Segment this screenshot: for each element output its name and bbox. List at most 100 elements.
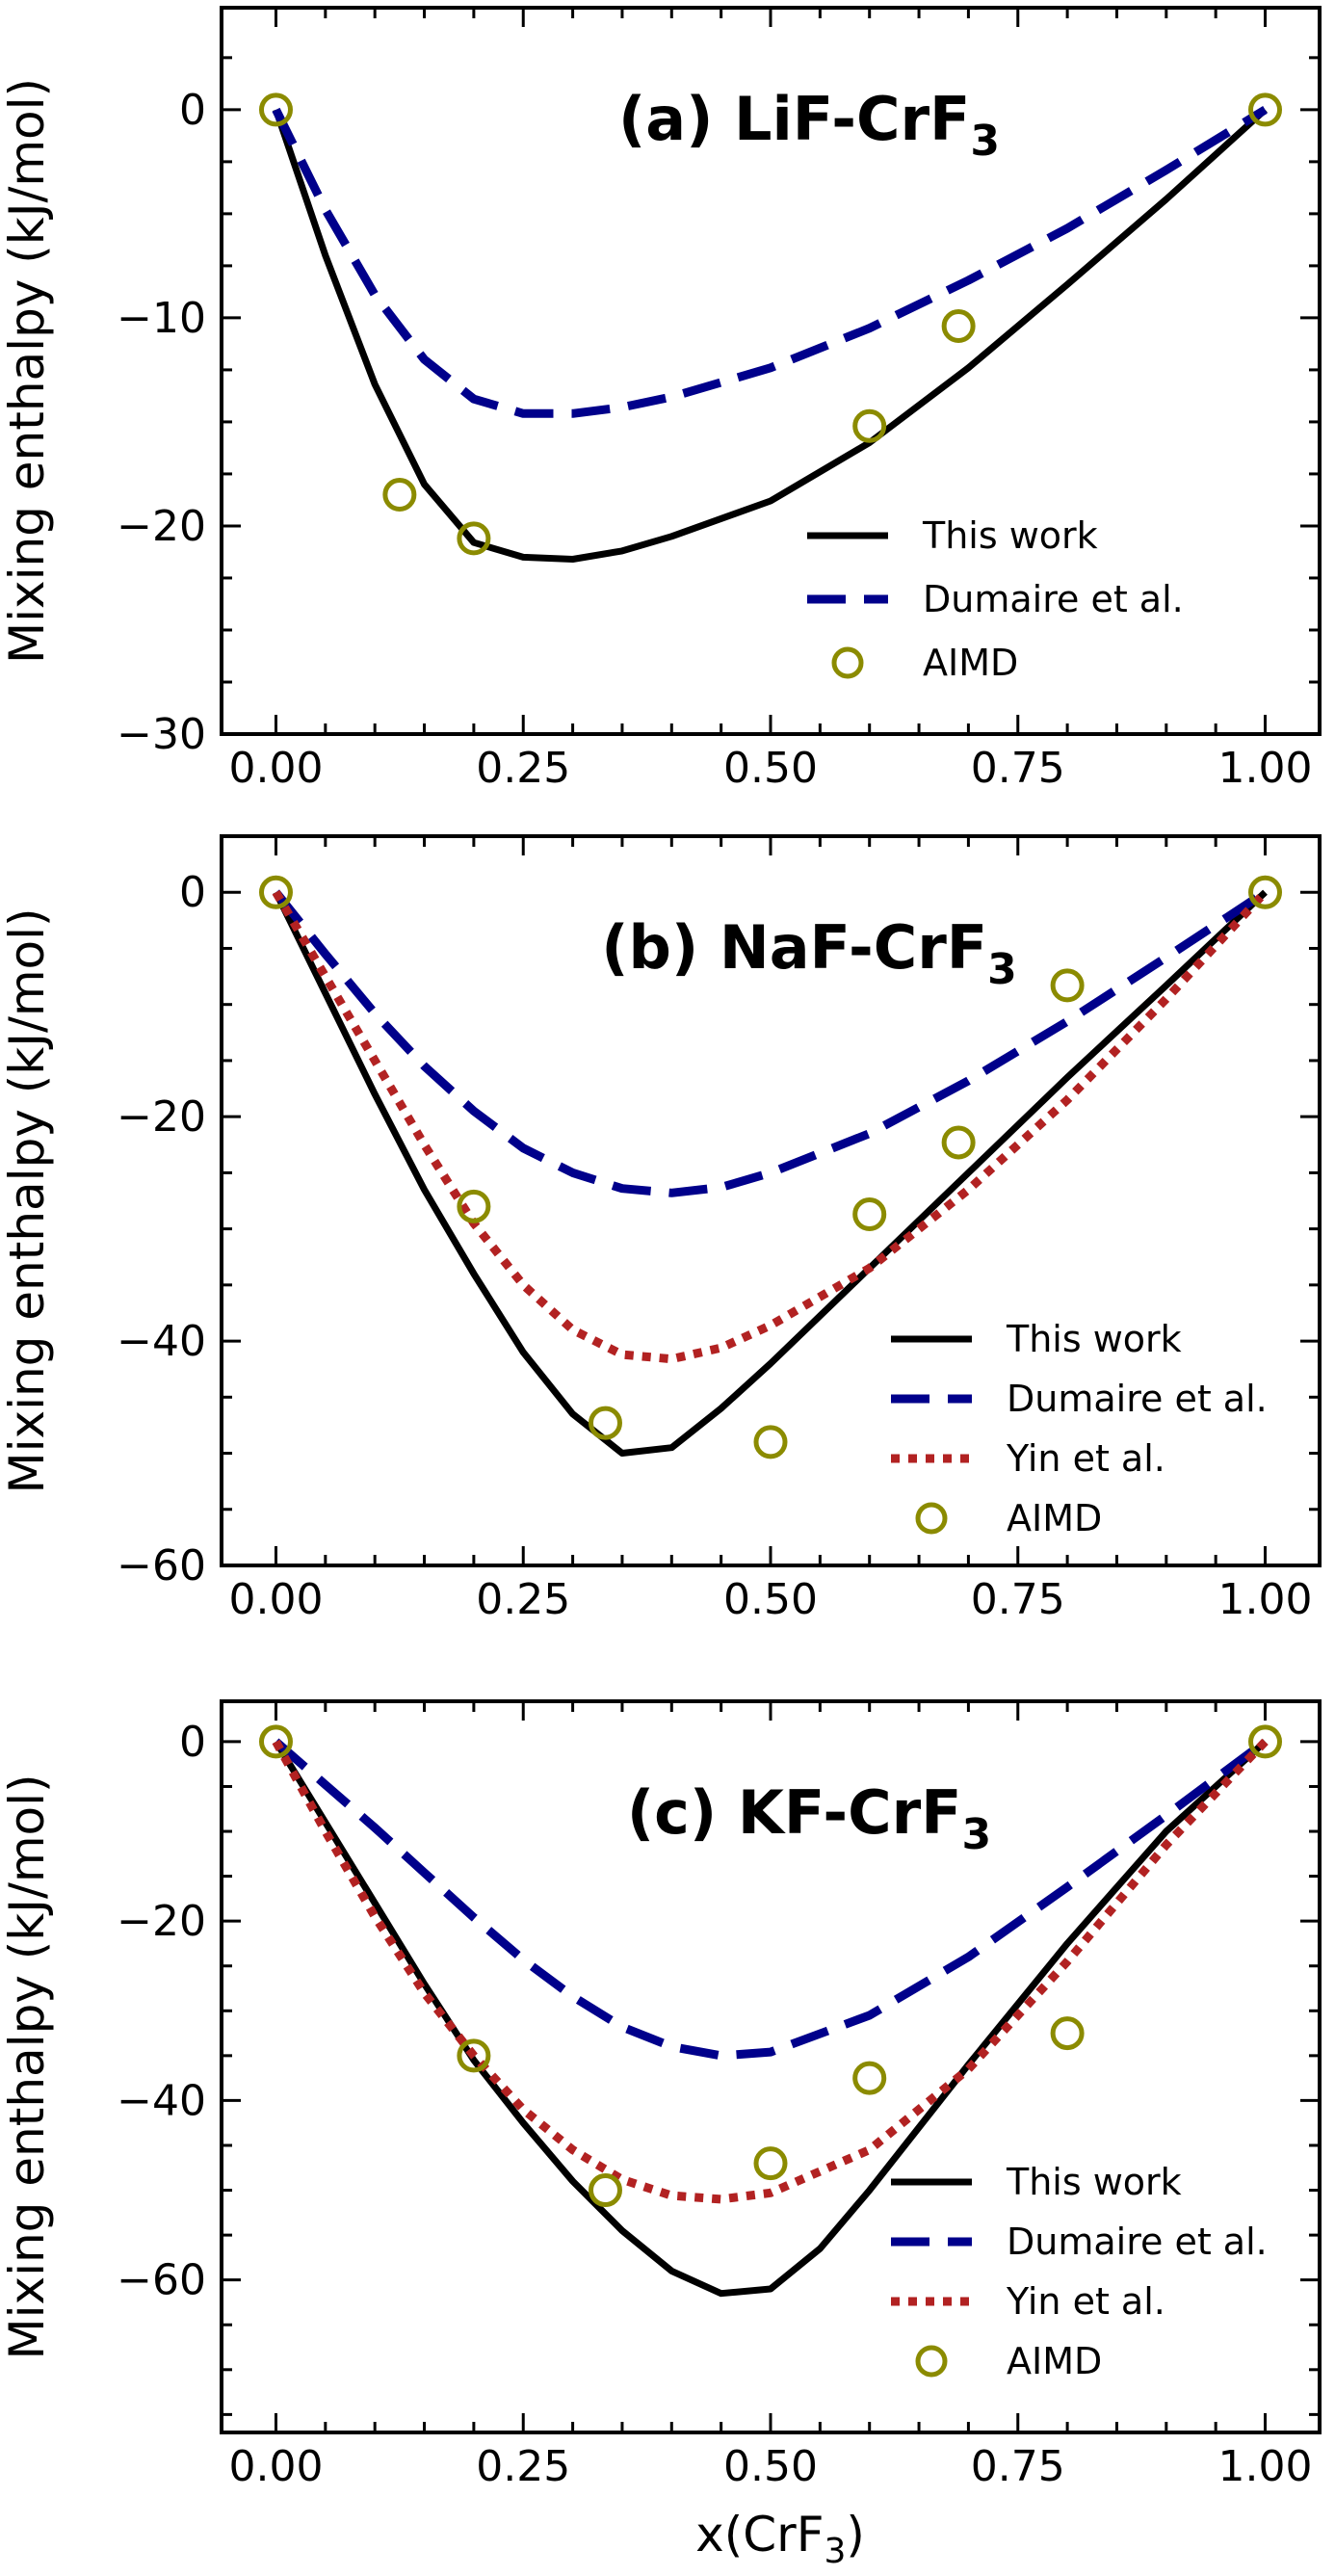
data-layer	[272, 106, 1268, 563]
aimd-point	[1248, 875, 1283, 909]
legend-label: Yin et al.	[1006, 2280, 1165, 2323]
panel-title-main: (b) NaF-CrF	[601, 912, 987, 983]
y-tick-label: −30	[117, 710, 206, 759]
aimd-point	[588, 2173, 622, 2208]
aimd-point	[852, 2061, 887, 2095]
data-layer	[272, 1738, 1269, 2298]
legend-label: AIMD	[1007, 2340, 1102, 2382]
series-line-yin-et-al	[272, 1738, 1269, 2204]
x-axis-title-close: )	[846, 2507, 865, 2563]
aimd-point	[382, 478, 417, 513]
x-axis-title-subscript: 3	[824, 2532, 846, 2571]
aimd-point	[457, 521, 491, 556]
x-tick-label: 0.25	[476, 2442, 570, 2491]
legend-label: AIMD	[1007, 1497, 1102, 1539]
y-axis-title: Mixing enthalpy (kJ/mol)	[0, 907, 55, 1493]
series-line-this-work	[273, 107, 1268, 563]
legend: This work Dumaire et al. AIMD	[807, 514, 1184, 684]
legend-label: Dumaire et al.	[923, 578, 1184, 620]
aimd-point	[457, 1189, 491, 1223]
panel-title: (a) LiF-CrF3	[618, 84, 1000, 166]
y-tick-label: −60	[117, 2256, 206, 2305]
aimd-point	[941, 309, 976, 344]
x-tick-label: 0.50	[723, 744, 818, 793]
legend: This work Dumaire et al. Yin et al. AIMD	[891, 1318, 1268, 1539]
legend-swatch-aimd	[915, 2345, 948, 2378]
y-tick-label: 0	[179, 86, 206, 135]
x-axis-title-main: x(CrF	[695, 2507, 824, 2563]
aimd-point	[258, 875, 293, 909]
y-tick-label: −20	[117, 502, 206, 551]
legend-label: Dumaire et al.	[1007, 1378, 1268, 1420]
aimd-point	[258, 1724, 293, 1759]
panel-title-main: (c) KF-CrF	[627, 1777, 962, 1848]
y-tick-label: 0	[179, 868, 206, 917]
legend-label: This work	[1006, 1318, 1182, 1360]
y-tick-label: 0	[179, 1718, 206, 1767]
x-axis-title: x(CrF3)	[695, 2507, 865, 2571]
legend: This work Dumaire et al. Yin et al. AIMD	[891, 2161, 1268, 2382]
x-tick-label: 0.75	[971, 744, 1065, 793]
x-tick-label: 0.50	[723, 2442, 818, 2491]
tick-marks	[222, 8, 1320, 736]
panel-title-main: (a) LiF-CrF	[618, 84, 970, 154]
aimd-point	[457, 2038, 491, 2073]
aimd-point	[588, 1406, 622, 1440]
legend-label: This work	[1006, 2161, 1182, 2203]
aimd-point	[852, 1196, 887, 1231]
y-tick-label: −60	[117, 1541, 206, 1590]
y-tick-label: −10	[117, 294, 206, 343]
y-axis-title: Mixing enthalpy (kJ/mol)	[0, 1774, 55, 2359]
x-tick-label: 0.50	[723, 1575, 818, 1624]
x-tick-label: 0.75	[971, 1575, 1065, 1624]
legend-swatch-aimd	[831, 646, 864, 679]
y-tick-label: −40	[117, 1317, 206, 1366]
aimd-point	[753, 1425, 788, 1459]
panel-b: 0.00 0.25 0.50 0.75 1.00 −60 −40 −20 0 Mixing ent…	[0, 834, 1322, 1624]
y-tick-label: −20	[117, 1092, 206, 1142]
aimd-point	[852, 408, 887, 443]
legend-label: AIMD	[923, 642, 1018, 684]
legend-swatch-aimd	[915, 1502, 948, 1535]
aimd-point	[1248, 92, 1283, 127]
y-tick-label: −40	[117, 2076, 206, 2125]
series-line-dumaire-et-al	[273, 1738, 1269, 2061]
panel-a: 0.00 0.25 0.50 0.75 1.00 −30 −20 −10 0 Mixing ent…	[0, 6, 1322, 793]
aimd-point	[941, 1125, 976, 1160]
x-tick-label: 0.00	[229, 2442, 324, 2491]
aimd-point	[258, 92, 293, 127]
aimd-point	[1050, 968, 1085, 1003]
panel-title-subscript: 3	[970, 117, 1000, 166]
aimd-point	[1248, 1724, 1283, 1759]
series-line-this-work	[273, 1739, 1268, 2298]
x-tick-label: 0.00	[229, 744, 324, 793]
y-tick-label: −20	[117, 1897, 206, 1946]
aimd-point	[1050, 2016, 1085, 2051]
panel-title-subscript: 3	[987, 945, 1017, 994]
panel-title-subscript: 3	[962, 1810, 992, 1859]
x-tick-label: 1.00	[1218, 2442, 1313, 2491]
shared-x-axis-title: x(CrF3)	[695, 2507, 865, 2571]
data-layer	[272, 888, 1269, 1457]
tick-marks	[222, 1701, 1320, 2432]
series-line-dumaire-et-al	[272, 888, 1268, 1197]
aimd-point	[753, 2146, 788, 2181]
legend-label: This work	[922, 514, 1098, 557]
panel-title: (b) NaF-CrF3	[601, 912, 1017, 994]
series-line-this-work	[273, 889, 1268, 1457]
series-line-yin-et-al	[272, 889, 1269, 1364]
y-axis-title: Mixing enthalpy (kJ/mol)	[0, 78, 55, 664]
series-line-dumaire-et-al	[272, 106, 1268, 418]
panel-title: (c) KF-CrF3	[627, 1777, 991, 1859]
tick-marks	[222, 834, 1320, 1567]
x-tick-label: 0.25	[476, 744, 570, 793]
x-tick-label: 0.25	[476, 1575, 570, 1624]
x-tick-label: 1.00	[1218, 1575, 1313, 1624]
legend-label: Dumaire et al.	[1007, 2221, 1268, 2263]
x-tick-label: 0.00	[229, 1575, 324, 1624]
x-tick-label: 1.00	[1218, 744, 1313, 793]
panel-c: 0.00 0.25 0.50 0.75 1.00 −60 −40 −20 0 Mixing ent…	[0, 1699, 1322, 2491]
legend-label: Yin et al.	[1006, 1437, 1165, 1480]
x-tick-label: 0.75	[971, 2442, 1065, 2491]
